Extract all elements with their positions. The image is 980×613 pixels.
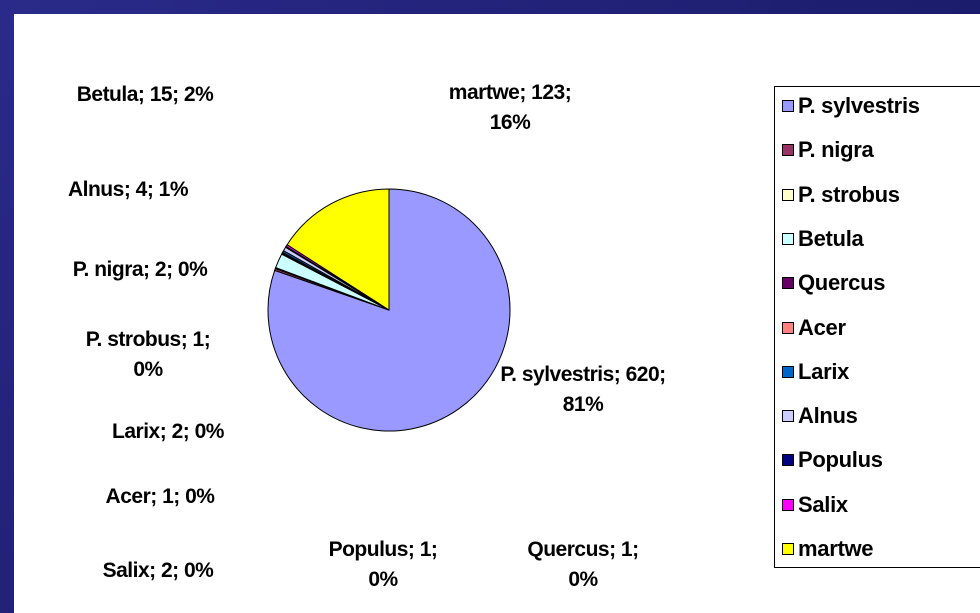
legend-swatch [782,410,794,423]
legend-label: Populus [798,447,883,473]
data-label: P. sylvestris; 620; 81% [500,363,666,416]
legend-swatch [782,100,794,112]
data-label: Larix; 2; 0% [112,420,224,443]
legend-swatch [782,277,794,290]
pie-chart [267,188,511,432]
legend: P. sylvestris P. nigra P. strobus Betula Que… [774,86,980,568]
data-label: Populus; 1; 0% [328,538,438,591]
data-label: Betula; 15; 2% [76,83,214,106]
legend-swatch [782,144,794,157]
legend-swatch [782,321,794,334]
legend-label: P. sylvestris [798,93,920,118]
legend-entry: Quercus [782,270,885,296]
pie-slice [286,188,390,311]
data-label: martwe; 123; 16% [448,81,572,134]
legend-swatch [782,498,794,511]
legend-label: Salix [798,491,848,517]
legend-label: P. nigra [798,137,874,163]
legend-entry: P. strobus [782,182,900,208]
legend-entry: Larix [782,359,849,385]
slide: P. sylvestris P. nigra P. strobus Betula Que… [14,14,980,613]
legend-swatch [782,543,794,555]
data-label: P. strobus; 1; 0% [85,328,211,381]
legend-entry: Populus [782,447,883,473]
legend-entry: P. sylvestris [782,93,920,119]
data-label: Alnus; 4; 1% [67,178,189,201]
legend-entry: martwe [782,536,874,562]
legend-entry: Alnus [782,403,858,429]
legend-label: Alnus [798,403,858,429]
data-label: Salix; 2; 0% [102,559,214,582]
legend-label: Betula [798,225,864,251]
legend-label: martwe [798,536,874,561]
legend-entry: Salix [782,492,848,518]
legend-entry: Betula [782,225,864,252]
legend-label: Quercus [798,270,886,296]
data-label: P. nigra; 2; 0% [72,258,208,281]
legend-label: Larix [798,358,850,384]
data-label: Quercus; 1; 0% [527,538,639,591]
legend-entry: Acer [782,315,846,341]
data-label: Acer; 1; 0% [105,485,215,508]
legend-label: P. strobus [798,181,900,207]
legend-swatch [782,454,794,467]
legend-entry: P. nigra [782,137,874,163]
legend-swatch [782,365,794,378]
legend-swatch [782,232,794,245]
legend-label: Acer [798,314,846,340]
legend-swatch [782,188,794,201]
